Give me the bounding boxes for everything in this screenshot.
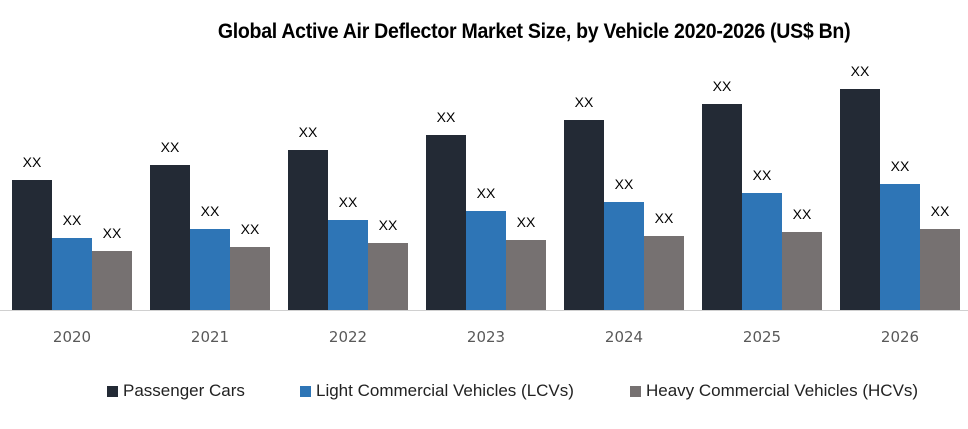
x-tick-label: 2021 bbox=[191, 328, 229, 346]
bar-2026-1 bbox=[880, 184, 920, 310]
data-label: XX bbox=[517, 214, 536, 230]
legend-label: Heavy Commercial Vehicles (HCVs) bbox=[646, 381, 919, 400]
bar-2022-0 bbox=[288, 150, 328, 310]
x-tick-label: 2026 bbox=[881, 328, 919, 346]
data-label: XX bbox=[339, 194, 358, 210]
legend: Passenger Cars Light Commercial Vehicles… bbox=[0, 381, 968, 403]
data-label: XX bbox=[103, 225, 122, 241]
data-label: XX bbox=[23, 154, 42, 170]
x-tick-label: 2024 bbox=[605, 328, 643, 346]
bar-2021-1 bbox=[190, 229, 230, 310]
data-label: XX bbox=[299, 124, 318, 140]
data-label: XX bbox=[575, 94, 594, 110]
legend-item-lcvs: Light Commercial Vehicles (LCVs) bbox=[300, 381, 574, 401]
legend-label: Light Commercial Vehicles (LCVs) bbox=[316, 381, 574, 400]
bar-2026-0 bbox=[840, 89, 880, 310]
bar-2020-0 bbox=[12, 180, 52, 310]
bar-2024-2 bbox=[644, 236, 684, 310]
bar-2020-2 bbox=[92, 251, 132, 310]
data-label: XX bbox=[851, 63, 870, 79]
data-label: XX bbox=[161, 139, 180, 155]
x-tick-label: 2025 bbox=[743, 328, 781, 346]
legend-item-passenger-cars: Passenger Cars bbox=[107, 381, 245, 401]
bar-2023-2 bbox=[506, 240, 546, 310]
data-label: XX bbox=[753, 167, 772, 183]
data-label: XX bbox=[477, 185, 496, 201]
data-label: XX bbox=[379, 217, 398, 233]
legend-label: Passenger Cars bbox=[123, 381, 245, 400]
legend-item-hcvs: Heavy Commercial Vehicles (HCVs) bbox=[630, 381, 918, 401]
legend-swatch bbox=[630, 385, 641, 397]
x-tick-label: 2020 bbox=[53, 328, 91, 346]
data-label: XX bbox=[241, 221, 260, 237]
bar-2025-0 bbox=[702, 104, 742, 310]
data-label: XX bbox=[793, 206, 812, 222]
bar-2020-1 bbox=[52, 238, 92, 310]
bar-2023-0 bbox=[426, 135, 466, 310]
data-label: XX bbox=[437, 109, 456, 125]
x-tick-label: 2023 bbox=[467, 328, 505, 346]
data-label: XX bbox=[931, 203, 950, 219]
data-label: XX bbox=[655, 210, 674, 226]
bar-2022-2 bbox=[368, 243, 408, 310]
data-label: XX bbox=[891, 158, 910, 174]
bar-2025-2 bbox=[782, 232, 822, 310]
legend-swatch bbox=[107, 385, 118, 397]
x-tick-label: 2022 bbox=[329, 328, 367, 346]
bar-2023-1 bbox=[466, 211, 506, 310]
legend-swatch bbox=[300, 385, 311, 397]
bar-2021-2 bbox=[230, 247, 270, 310]
bar-2024-1 bbox=[604, 202, 644, 310]
bar-2022-1 bbox=[328, 220, 368, 310]
data-label: XX bbox=[201, 203, 220, 219]
chart-title: Global Active Air Deflector Market Size,… bbox=[217, 20, 851, 43]
bar-2021-0 bbox=[150, 165, 190, 310]
data-label: XX bbox=[615, 176, 634, 192]
bar-2024-0 bbox=[564, 120, 604, 310]
bar-2025-1 bbox=[742, 193, 782, 310]
data-label: XX bbox=[63, 212, 82, 228]
data-label: XX bbox=[713, 78, 732, 94]
bar-2026-2 bbox=[920, 229, 960, 310]
